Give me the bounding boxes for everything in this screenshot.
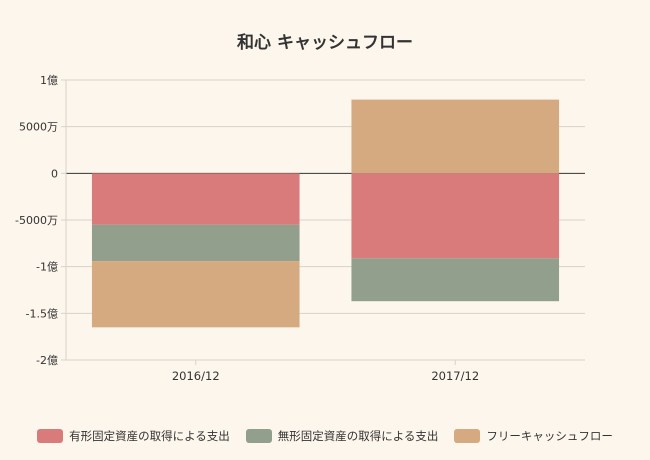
legend-swatch-free-cash-flow (454, 429, 481, 443)
legend-item-intangible[interactable]: 無形固定資産の取得による支出 (245, 428, 439, 444)
bar-free-cash-flow-1 (351, 99, 560, 174)
y-tick-label: -5000万 (15, 214, 58, 227)
legend-item-free-cash-flow[interactable]: フリーキャッシュフロー (454, 428, 613, 444)
chart-title: 和心 キャッシュフロー (237, 33, 413, 53)
legend-item-tangible[interactable]: 有形固定資産の取得による支出 (37, 428, 230, 444)
legend-label-intangible: 無形固定資産の取得による支出 (277, 429, 439, 443)
y-tick-label: -1億 (36, 261, 58, 274)
legend: 有形固定資産の取得による支出 無形固定資産の取得による支出 フリーキャッシュフロ… (0, 428, 650, 444)
y-tick-label: -1.5億 (26, 307, 58, 320)
bar-intangible-0 (91, 224, 300, 262)
x-tick-label: 2017/12 (431, 369, 479, 383)
bar-intangible-1 (351, 258, 560, 302)
legend-label-tangible: 有形固定資産の取得による支出 (69, 429, 230, 443)
bar-free-cash-flow-0 (91, 261, 300, 328)
bar-tangible-1 (351, 173, 560, 259)
legend-swatch-intangible (245, 429, 272, 443)
legend-label-free-cash-flow: フリーキャッシュフロー (486, 429, 613, 443)
legend-swatch-tangible (37, 429, 64, 443)
y-tick-label: 0 (51, 167, 58, 180)
x-tick-label: 2016/12 (172, 369, 220, 383)
y-tick-label: -2億 (36, 354, 58, 367)
y-tick-label: 5000万 (19, 121, 58, 134)
y-tick-label: 1億 (40, 74, 58, 87)
bar-tangible-0 (91, 173, 300, 225)
